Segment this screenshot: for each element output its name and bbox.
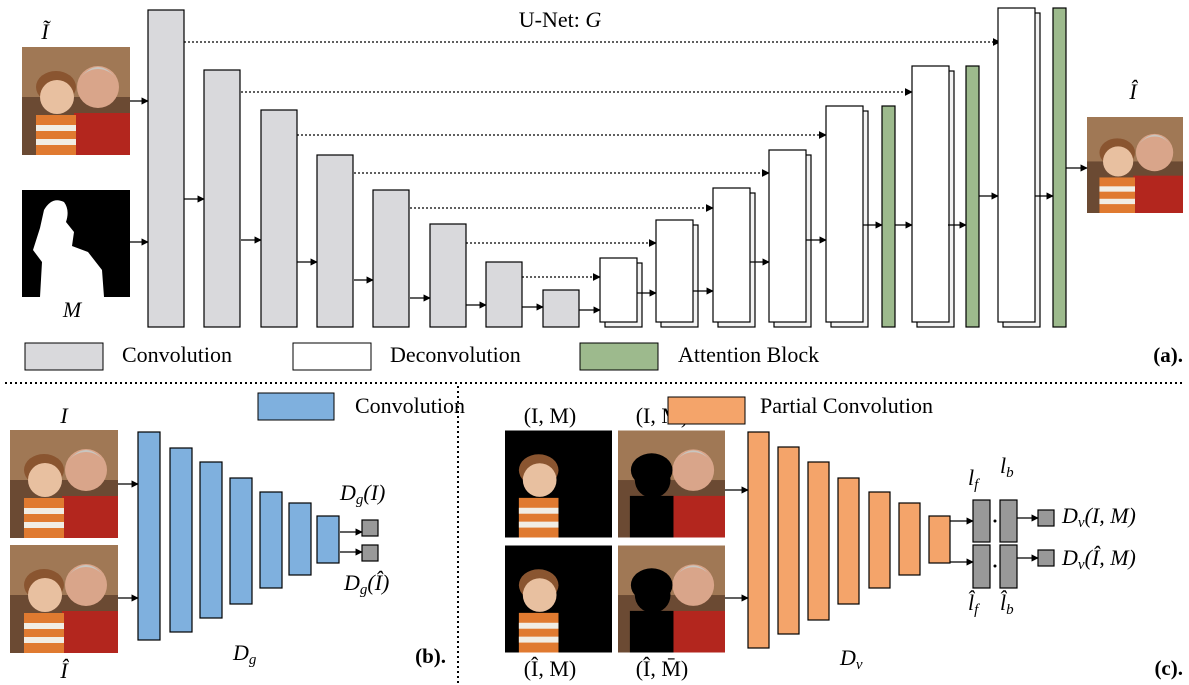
product-dot <box>994 520 997 523</box>
legend-swatch <box>293 343 371 370</box>
partial-conv-block <box>929 516 950 563</box>
masked-image <box>505 546 612 653</box>
partial-conv-block <box>869 492 890 588</box>
output-label: Dg(Î) <box>343 570 389 598</box>
conv-block <box>543 290 579 327</box>
feature-label: l̂f <box>968 590 980 618</box>
partial-conv-block <box>899 503 920 575</box>
input-label: Î <box>59 658 69 683</box>
partial-conv-block <box>808 462 829 620</box>
feature-label: lb <box>1000 453 1014 481</box>
masked-image <box>618 546 725 653</box>
pair-label: (I, M) <box>524 403 577 428</box>
product-dot <box>994 565 997 568</box>
output-label: Dv(I, M) <box>1061 503 1136 531</box>
legend-label: Partial Convolution <box>760 393 933 418</box>
attention-block <box>1053 8 1066 327</box>
legend-label: Attention Block <box>678 342 819 367</box>
partial-conv-block <box>748 432 769 648</box>
feature-label: l̂b <box>1000 590 1014 618</box>
feature-block <box>973 500 990 542</box>
deconv-block <box>998 8 1035 322</box>
feature-block <box>1000 500 1017 542</box>
mask-label: M <box>62 297 83 322</box>
conv-block <box>317 155 353 327</box>
disc-block <box>260 492 282 588</box>
input-label: I <box>59 403 69 428</box>
partial-conv-block <box>778 447 799 634</box>
fake-image <box>10 545 118 653</box>
feature-label: lf <box>968 465 980 493</box>
deconv-block <box>912 66 949 322</box>
figure: Ĩ M U-Net: G Î Convolution Deconvolution… <box>0 0 1189 685</box>
conv-block <box>204 70 240 327</box>
pair-label: (Î, M̄) <box>636 656 689 681</box>
legend-swatch <box>668 397 745 424</box>
attention-block <box>882 106 895 327</box>
deconv-block <box>600 258 637 322</box>
conv-block <box>430 224 466 327</box>
input-image <box>22 47 130 155</box>
feature-block <box>1000 545 1017 588</box>
conv-block <box>373 190 409 327</box>
feature-block <box>973 545 990 588</box>
output-score <box>1038 550 1054 566</box>
disc-block <box>170 448 192 632</box>
legend-label: Convolution <box>355 393 465 418</box>
disc-block <box>289 503 311 575</box>
input-label: Ĩ <box>40 19 51 44</box>
masked-image <box>505 431 612 538</box>
output-score <box>362 520 378 536</box>
unet-title: U-Net: G <box>519 7 602 32</box>
deconv-block <box>826 106 863 322</box>
attention-block <box>966 66 979 327</box>
output-label: Dg(I) <box>339 480 385 508</box>
deconv-block <box>656 220 693 322</box>
network-label: Dv <box>839 645 863 673</box>
legend-swatch <box>258 393 334 420</box>
legend-label: Convolution <box>122 342 232 367</box>
panel-tag: (b). <box>415 644 446 668</box>
masked-image <box>618 431 725 538</box>
output-label: Î <box>1128 79 1138 104</box>
panel-tag: (a). <box>1153 343 1183 367</box>
legend-label: Deconvolution <box>390 342 521 367</box>
partial-conv-block <box>838 478 859 604</box>
disc-block <box>200 462 222 618</box>
output-image <box>1087 117 1183 213</box>
disc-block <box>230 478 252 604</box>
real-image <box>10 430 118 538</box>
output-score <box>1038 510 1054 526</box>
conv-block <box>261 110 297 327</box>
conv-block <box>148 10 184 327</box>
legend-swatch <box>580 343 658 370</box>
deconv-block <box>769 150 806 322</box>
network-label: Dg <box>232 640 257 668</box>
legend-swatch <box>25 343 103 370</box>
conv-block <box>486 262 522 327</box>
panel-tag: (c). <box>1154 656 1183 680</box>
pair-label: (Î, M) <box>524 656 577 681</box>
disc-block <box>138 432 160 640</box>
output-label: Dv(Î, M) <box>1061 545 1136 573</box>
output-score <box>362 545 378 561</box>
disc-block <box>317 516 339 563</box>
deconv-block <box>713 188 750 322</box>
